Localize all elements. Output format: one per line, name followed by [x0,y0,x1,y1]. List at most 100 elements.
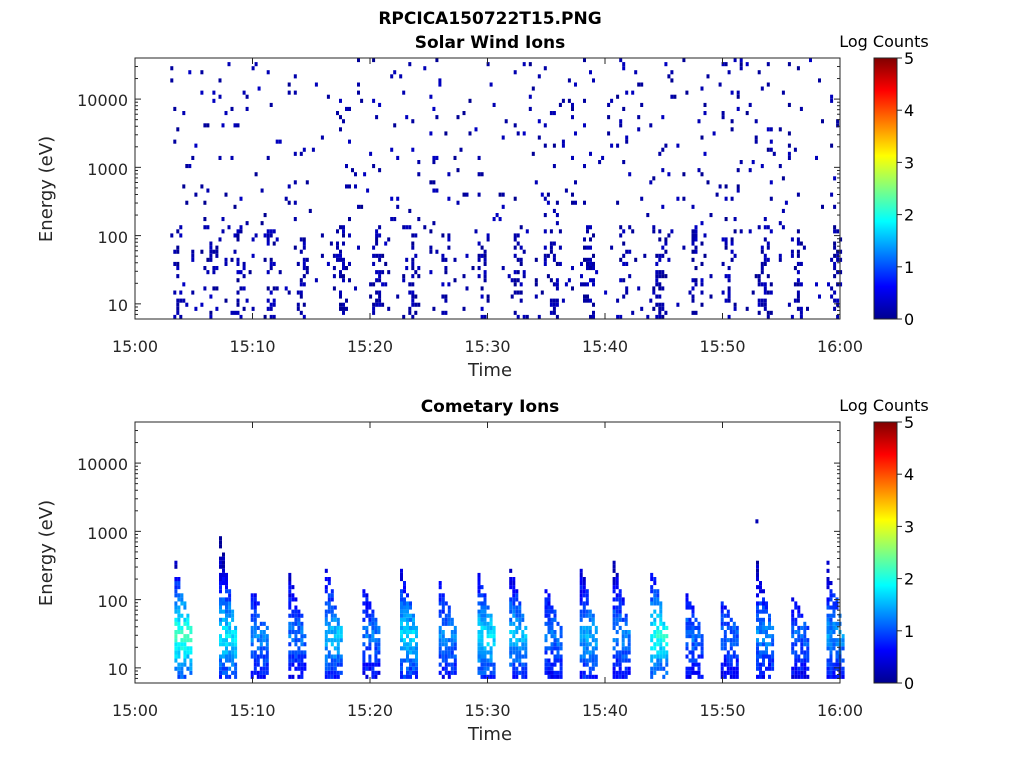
cometary-cell [509,617,513,622]
cometary-cell [735,634,739,639]
cometary-cell [409,630,412,635]
cometary-cell [791,674,795,679]
cometary-cell [234,670,238,675]
cometary-cell [729,638,733,643]
sw-cell [839,257,843,262]
cometary-cell [697,662,701,667]
cometary-cell [723,674,727,679]
sw-cell [215,266,219,271]
sw-cell [818,294,821,299]
sw-cell [836,270,840,275]
cometary-cell [228,593,232,598]
sw-cell [519,261,523,266]
cometary-cell [174,585,178,590]
sw-cell [787,102,791,107]
cometary-cell [362,654,366,659]
cometary-cell [794,642,798,647]
sw-cell [447,196,451,201]
cometary-cell [582,662,586,667]
cometary-cell [177,670,181,675]
cometary-cell [791,613,795,618]
cometary-cell [700,642,704,647]
sw-cell [836,229,840,234]
sw-cell [396,294,400,299]
cometary-cell [582,650,586,655]
sw-cell [691,233,695,238]
cometary-cell [262,638,266,643]
cometary-cell [756,568,759,573]
cometary-cell [250,601,254,606]
sw-cell [269,302,273,307]
sw-cell [694,233,698,238]
cometary-cell [547,593,551,598]
sw-cell [763,306,767,311]
sw-cell [251,66,255,71]
cometary-cell [694,658,698,663]
sw-cell [266,298,270,303]
cometary-cell [189,650,193,655]
cometary-cell [694,642,698,647]
cometary-cell [222,577,225,582]
sw-cell [561,143,565,148]
cometary-cell [659,662,663,667]
cometary-cell [685,621,689,626]
cometary-cell [186,613,190,618]
sw-cell [754,135,758,140]
cometary-cell [662,646,666,651]
sw-cell [501,204,505,209]
cometary-cell [659,634,663,639]
cometary-cell [339,625,343,630]
cometary-cell [621,670,625,675]
cometary-cell [453,638,457,643]
cometary-cell [483,605,487,610]
cometary-cell [653,662,657,667]
cometary-cell [518,601,522,606]
cometary-cell [803,621,807,626]
cometary-cell [453,662,457,667]
cometary-cell [832,666,836,671]
cometary-cell [656,642,660,647]
sw-cell [727,290,731,295]
cometary-cell [403,658,406,663]
cometary-cell [492,642,496,647]
cometary-cell [591,650,595,655]
cometary-cell [477,609,481,614]
cometary-cell [222,617,225,622]
cometary-cell [324,613,328,618]
cometary-cell [829,589,833,594]
sw-cell [423,66,427,71]
sw-cell [709,274,713,279]
cometary-cell [826,634,830,639]
cometary-cell [400,597,403,602]
cometary-cell [441,666,445,671]
cometary-cell [174,577,178,582]
sw-cell [601,155,605,160]
cometary-cell [512,581,516,586]
cometary-cell [656,613,660,618]
cometary-cell [400,638,403,643]
cometary-cell [477,617,481,622]
sw-cell [402,90,406,95]
cometary-cell [447,605,451,610]
cometary-cell [303,650,307,655]
sw-cell [236,233,240,238]
sw-cell [179,233,183,238]
cometary-cell [800,662,804,667]
cometary-cell [450,650,454,655]
sw-cell [468,98,472,103]
sw-cell [215,245,219,250]
cometary-isolated-point [755,519,759,524]
cometary-cell [794,670,798,675]
sw-cell [378,257,382,262]
cometary-cell [591,658,595,663]
cometary-cell [253,613,257,618]
cometary-cell [400,630,403,635]
cometary-cell [762,601,765,606]
cometary-cell [735,666,739,671]
cometary-cell [288,625,292,630]
cometary-cell [362,666,366,671]
sw-cell [501,135,505,140]
sw-cell [411,245,415,250]
cometary-cell [177,581,181,586]
cometary-cell [659,609,663,614]
